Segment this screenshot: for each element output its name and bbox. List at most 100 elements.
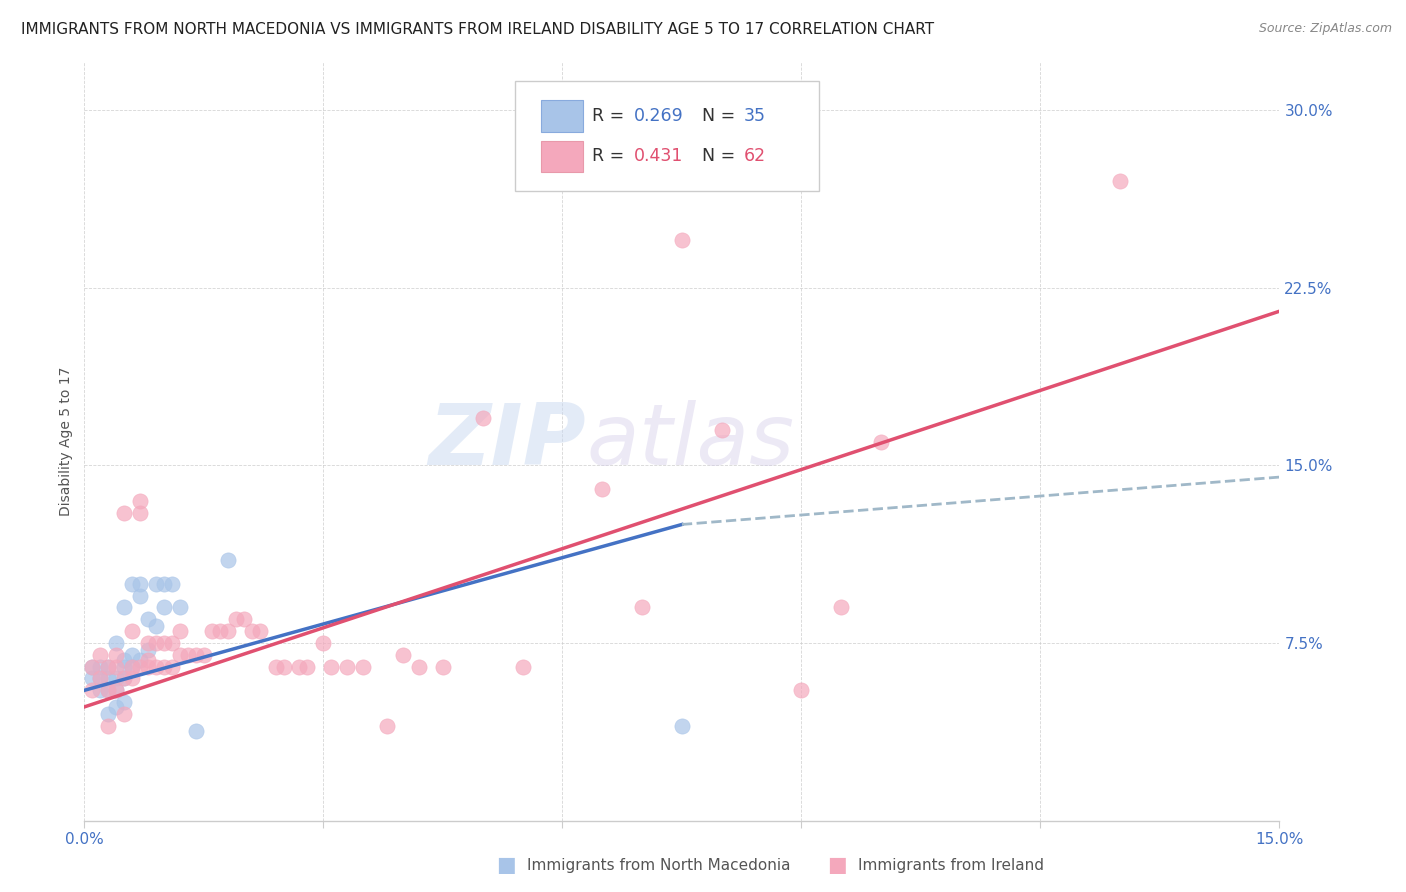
Point (432, 659, 454, 673)
Point (591, 482, 613, 496)
Point (121, 648, 143, 662)
Point (105, 683, 128, 698)
Point (153, 576, 176, 591)
Point (112, 659, 135, 673)
Point (177, 648, 200, 662)
Text: Source: ZipAtlas.com: Source: ZipAtlas.com (1258, 22, 1392, 36)
Point (408, 659, 430, 673)
Point (129, 576, 152, 591)
Point (160, 576, 183, 591)
Point (169, 648, 191, 662)
Point (97, 683, 120, 698)
Point (169, 624, 191, 639)
Point (288, 659, 311, 673)
Point (232, 612, 254, 626)
Point (201, 624, 224, 639)
Point (671, 719, 693, 733)
Point (193, 648, 215, 662)
Text: 62: 62 (744, 147, 766, 165)
Point (240, 624, 263, 639)
Point (112, 672, 135, 686)
Text: IMMIGRANTS FROM NORTH MACEDONIA VS IMMIGRANTS FROM IRELAND DISABILITY AGE 5 TO 1: IMMIGRANTS FROM NORTH MACEDONIA VS IMMIG… (21, 22, 934, 37)
Point (160, 659, 183, 673)
Point (129, 659, 152, 673)
Text: N =: N = (702, 147, 741, 165)
Text: Immigrants from North Macedonia: Immigrants from North Macedonia (527, 858, 790, 872)
Point (105, 659, 128, 673)
Point (105, 636, 128, 650)
Point (121, 659, 143, 673)
Point (153, 600, 176, 615)
Point (121, 659, 143, 673)
Point (136, 643, 159, 657)
Point (217, 553, 239, 567)
Text: N =: N = (702, 107, 741, 125)
Point (121, 624, 143, 639)
Text: 0.269: 0.269 (634, 107, 683, 125)
Point (273, 659, 295, 673)
Point (82, 672, 104, 686)
Text: 0.431: 0.431 (634, 147, 683, 165)
Point (136, 612, 159, 626)
Point (121, 576, 143, 591)
FancyBboxPatch shape (515, 81, 820, 191)
Point (710, 423, 733, 437)
Point (830, 600, 852, 615)
Point (112, 695, 135, 709)
Point (375, 719, 398, 733)
Point (89, 659, 111, 673)
Point (112, 706, 135, 721)
Text: ■: ■ (496, 855, 516, 875)
Point (208, 624, 231, 639)
Point (169, 600, 191, 615)
Point (97, 659, 120, 673)
Point (112, 672, 135, 686)
Point (321, 659, 343, 673)
Point (112, 600, 135, 615)
Text: atlas: atlas (586, 400, 794, 483)
Point (105, 648, 128, 662)
Point (112, 506, 135, 520)
Point (264, 659, 287, 673)
Point (89, 672, 111, 686)
Point (145, 659, 167, 673)
Point (153, 659, 176, 673)
Point (145, 576, 167, 591)
Point (136, 659, 159, 673)
Point (790, 683, 813, 698)
Point (471, 410, 494, 425)
Point (671, 233, 693, 247)
Point (184, 723, 207, 738)
Point (312, 636, 335, 650)
Point (105, 672, 128, 686)
Point (129, 493, 152, 508)
Point (89, 672, 111, 686)
Point (136, 652, 159, 666)
Text: ■: ■ (827, 855, 846, 875)
Point (352, 659, 374, 673)
Point (153, 636, 176, 650)
Text: Immigrants from Ireland: Immigrants from Ireland (858, 858, 1043, 872)
Text: ZIP: ZIP (429, 400, 586, 483)
Point (631, 600, 654, 615)
Point (129, 506, 152, 520)
Point (225, 612, 247, 626)
Point (512, 659, 534, 673)
Point (145, 636, 167, 650)
FancyBboxPatch shape (541, 101, 582, 132)
Point (97, 659, 120, 673)
Point (112, 652, 135, 666)
Point (97, 672, 120, 686)
Point (145, 619, 167, 633)
Point (184, 648, 207, 662)
Point (89, 683, 111, 698)
Point (97, 683, 120, 698)
Text: 35: 35 (744, 107, 766, 125)
Point (217, 624, 239, 639)
Point (392, 648, 415, 662)
Point (121, 672, 143, 686)
Point (297, 659, 319, 673)
Text: R =: R = (592, 107, 630, 125)
Point (82, 659, 104, 673)
Point (160, 636, 183, 650)
